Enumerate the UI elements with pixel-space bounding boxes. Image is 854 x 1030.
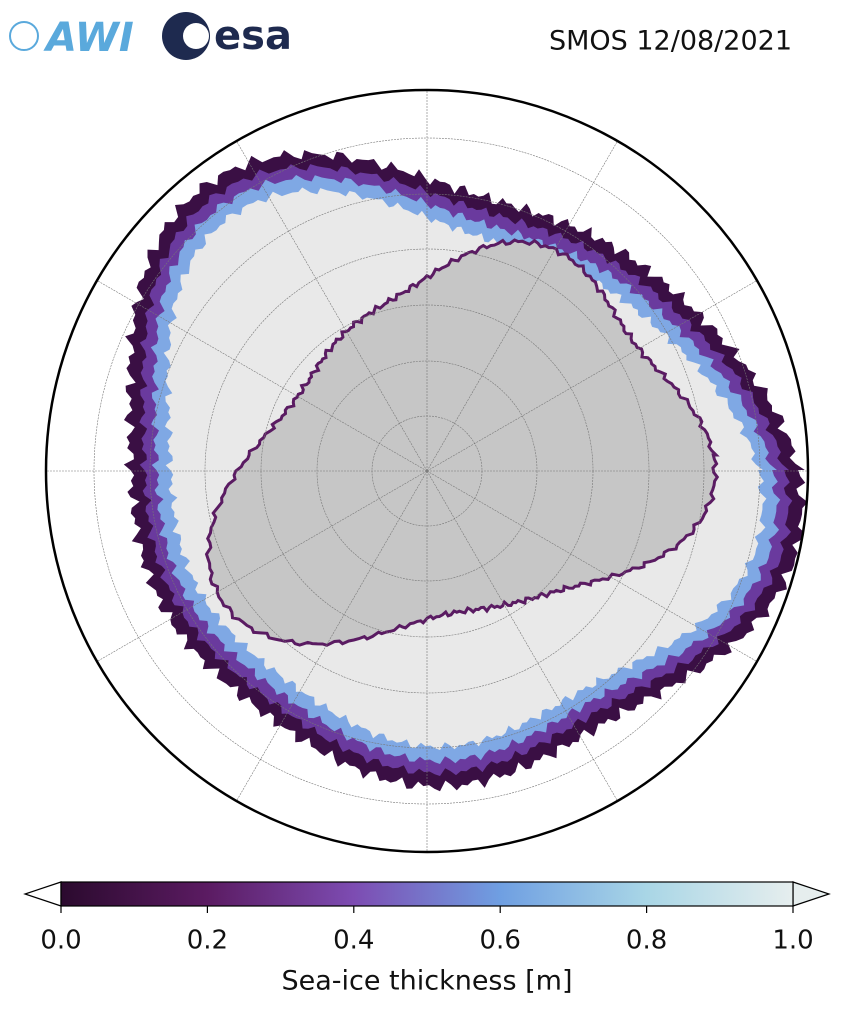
meridian-line — [426, 133, 623, 472]
antarctica — [204, 238, 720, 647]
colorbar-tick-label: 0.8 — [626, 926, 667, 956]
map — [46, 90, 808, 852]
colorbar: Sea-ice thickness [m] 0.0 0.2 0.4 0.6 0.8 1.0 — [23, 881, 831, 997]
esa-text: esa — [214, 13, 292, 59]
awi-text: AWI — [43, 15, 134, 61]
colorbar-gradient — [60, 881, 794, 907]
meridian-line — [426, 470, 623, 809]
map-boundary — [44, 88, 810, 854]
map-title: SMOS 12/08/2021 — [549, 26, 792, 57]
esa-logo: esa — [162, 12, 292, 60]
colorbar-tick-label: 0.6 — [480, 926, 521, 956]
colorbar-tick-label: 0.4 — [333, 926, 374, 956]
colorbar-tick-label: 0.0 — [40, 926, 81, 956]
colorbar-tick-label: 1.0 — [772, 926, 813, 956]
graticule — [46, 90, 808, 852]
meridian-line — [231, 470, 428, 809]
meridian-line — [231, 133, 428, 472]
colorbar-tick-label: 0.2 — [187, 926, 228, 956]
meridian-line — [89, 275, 428, 472]
colorbar-label: Sea-ice thickness [m] — [281, 966, 572, 997]
meridian-line — [426, 470, 765, 667]
meridian-line — [89, 470, 428, 667]
meridian-line — [426, 275, 765, 472]
awi-logo: AWI — [9, 15, 134, 61]
